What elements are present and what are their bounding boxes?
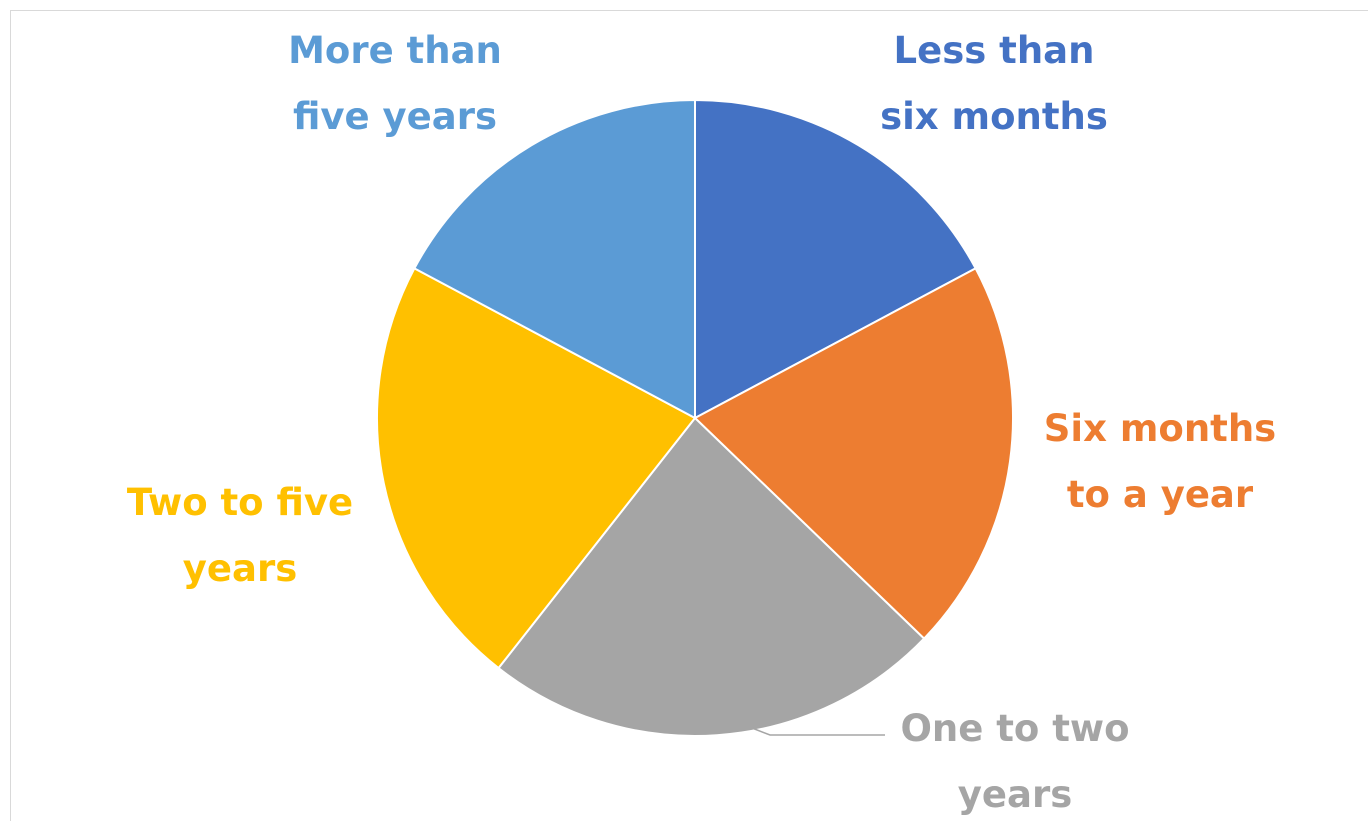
pie-slice bbox=[694, 98, 977, 420]
slice-label-line: to a year bbox=[1067, 473, 1254, 516]
leader-line bbox=[751, 727, 885, 736]
slice-label: Six months to a year bbox=[1044, 407, 1276, 516]
slice-labels: Less than six months Six months to a year On… bbox=[127, 29, 1276, 816]
slice-label-line: Two to five bbox=[127, 481, 353, 524]
leader-lines bbox=[751, 727, 885, 736]
slice-label-line: One to two bbox=[900, 707, 1129, 750]
pie-slice bbox=[693, 266, 1014, 640]
pie-slices bbox=[376, 98, 1014, 737]
slice-label: Two to five years bbox=[127, 481, 353, 590]
pie-slice bbox=[376, 266, 697, 670]
slice-label: One to two years bbox=[900, 707, 1129, 816]
slice-label-line: More than bbox=[288, 29, 502, 72]
pie-slice bbox=[497, 416, 926, 737]
slice-label-line: Six months bbox=[1044, 407, 1276, 450]
slice-label-line: six months bbox=[880, 95, 1108, 138]
slice-label-line: years bbox=[183, 547, 297, 590]
slice-label-line: years bbox=[958, 773, 1072, 816]
slice-label-line: five years bbox=[293, 95, 497, 138]
slice-label: Less than six months bbox=[880, 29, 1108, 138]
pie-slice bbox=[413, 98, 696, 420]
slice-label: More than five years bbox=[288, 29, 502, 138]
slice-label-line: Less than bbox=[894, 29, 1095, 72]
